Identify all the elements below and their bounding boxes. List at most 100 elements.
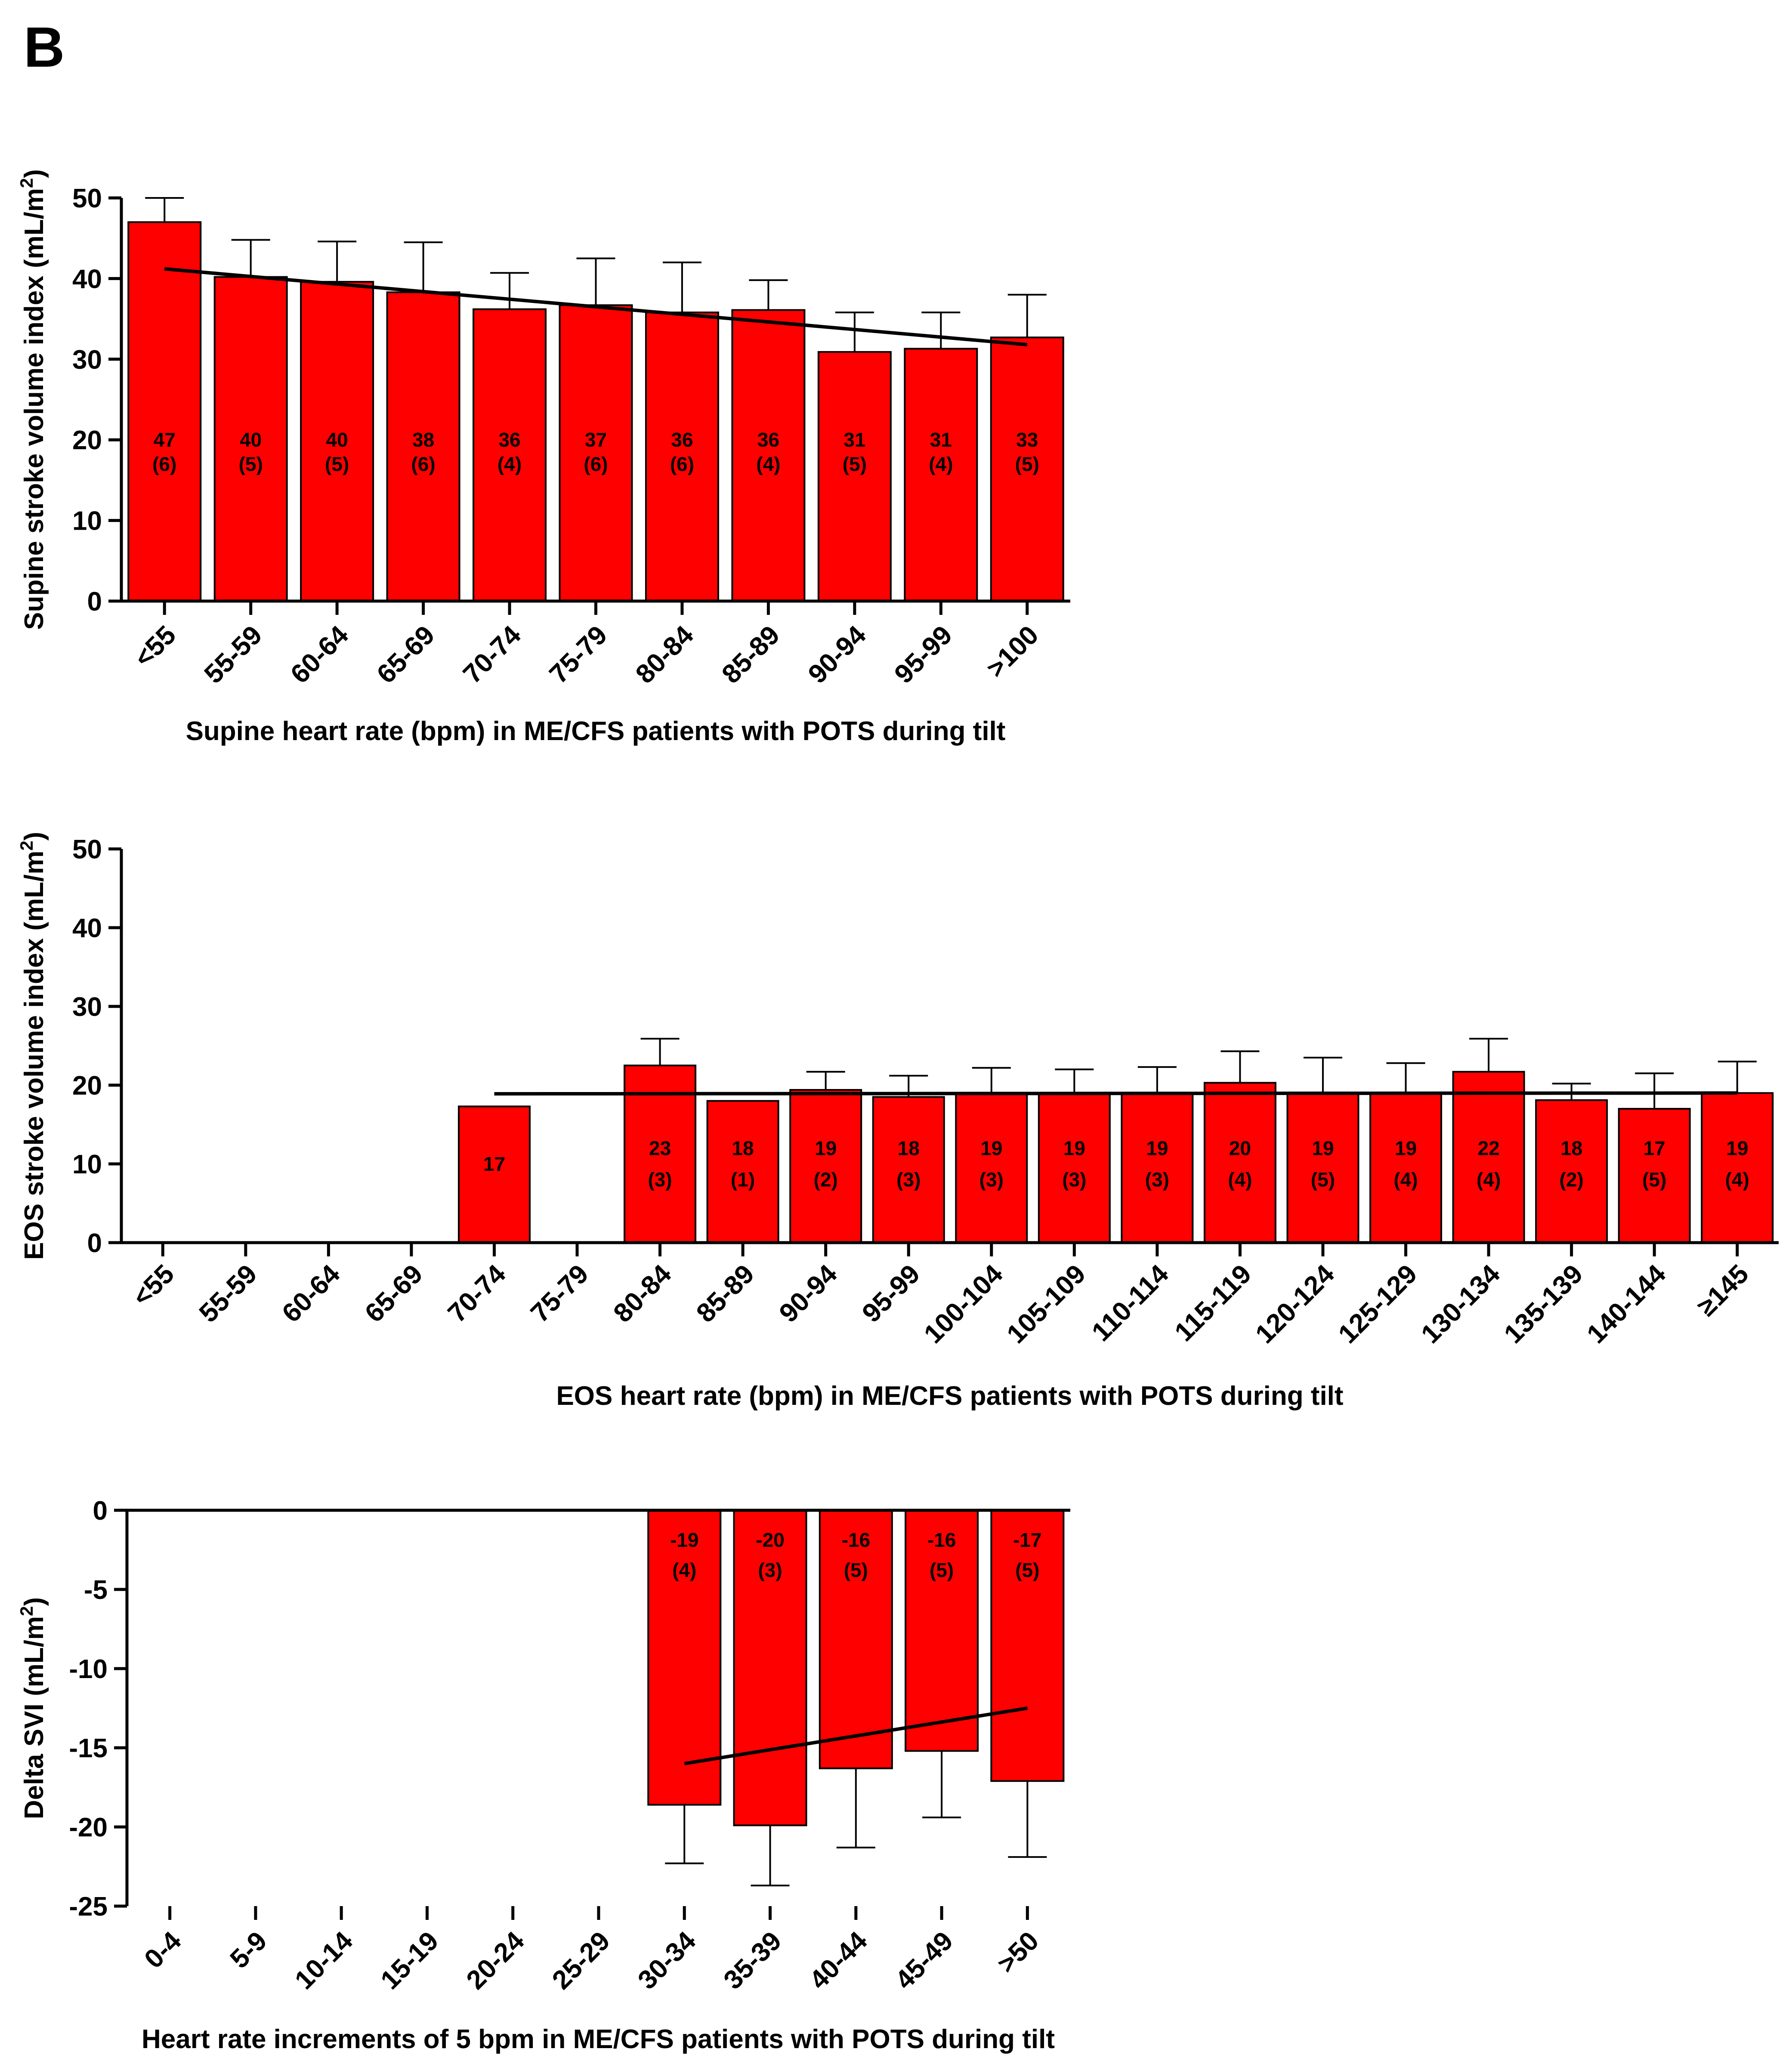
bar-n-label: (2) (1560, 1169, 1584, 1191)
y-tick-label: 0 (87, 1228, 102, 1258)
bar (1038, 1092, 1111, 1244)
x-tick-label: 75-79 (544, 620, 613, 689)
y-tick-label: 20 (72, 1071, 102, 1101)
x-tick-label: 45-49 (890, 1926, 959, 1995)
x-tick-label: 130-134 (1415, 1259, 1506, 1349)
x-tick-label: 5-9 (225, 1926, 273, 1974)
x-tick-label: 55-59 (194, 1259, 263, 1328)
bar (1535, 1099, 1608, 1244)
y-tick-label: -10 (69, 1654, 108, 1684)
bar-n-label: (4) (672, 1559, 696, 1581)
x-tick-label: 20-24 (461, 1926, 530, 1995)
trend-line (164, 267, 1028, 347)
x-tick-label: 65-69 (371, 620, 441, 689)
bar-value-label: 38 (412, 429, 434, 451)
x-tick-label: 10-14 (289, 1926, 358, 1995)
bar-n-label: (4) (497, 453, 522, 475)
x-tick-label: 120-124 (1250, 1259, 1340, 1349)
bar-value-label: -17 (1013, 1529, 1041, 1551)
bar-n-label: (5) (1015, 1559, 1039, 1581)
bar (789, 1089, 862, 1243)
bar-value-label: 17 (483, 1153, 505, 1175)
x-tick-label: 100-104 (918, 1259, 1009, 1349)
bar-value-label: -19 (670, 1529, 698, 1551)
bar-value-label: 23 (649, 1137, 671, 1159)
bar (905, 1509, 979, 1752)
bar-n-label: (5) (1311, 1169, 1335, 1191)
bar-value-label: 33 (1016, 429, 1038, 451)
y-tick-label: -5 (84, 1575, 108, 1605)
bar (990, 336, 1064, 602)
x-tick-label: <55 (129, 620, 182, 673)
bar-n-label: (5) (239, 453, 263, 475)
bar-n-label: (3) (979, 1169, 1004, 1191)
bar (386, 291, 460, 602)
bar-value-label: 36 (757, 429, 779, 451)
bar-value-label: 19 (1395, 1137, 1417, 1159)
bar (733, 1509, 807, 1827)
bar (127, 221, 202, 602)
bar-value-label: 19 (1312, 1137, 1334, 1159)
bar-value-label: 22 (1477, 1137, 1499, 1159)
panel-letter: B (24, 15, 65, 79)
bar-n-label: (5) (1642, 1169, 1666, 1191)
x-tick-label: 75-79 (525, 1259, 594, 1328)
x-tick-label: 110-114 (1086, 1259, 1174, 1347)
x-tick-label: 60-64 (276, 1259, 346, 1328)
x-tick-label: 95-99 (856, 1259, 926, 1328)
y-tick-label: 30 (72, 992, 102, 1022)
x-tick-label: 70-74 (442, 1259, 511, 1328)
x-tick-label: 30-34 (632, 1926, 701, 1995)
bar-n-label: (4) (1393, 1169, 1418, 1191)
bar-value-label: -20 (756, 1529, 784, 1551)
bar (706, 1100, 779, 1244)
bar (1121, 1092, 1194, 1244)
x-tick-label: 80-84 (630, 620, 699, 689)
bar-value-label: 36 (671, 429, 693, 451)
bar (1286, 1092, 1359, 1244)
x-tick-label: 90-94 (774, 1259, 843, 1328)
bar-n-label: (6) (152, 453, 176, 475)
y-tick-label: 0 (87, 587, 102, 617)
x-tick-label: 140-144 (1581, 1259, 1672, 1349)
bar-value-label: 19 (980, 1137, 1002, 1159)
bar-value-label: 19 (815, 1137, 837, 1159)
bar-n-label: (4) (756, 453, 780, 475)
trend-line (684, 1706, 1028, 1765)
x-tick-label: >50 (992, 1926, 1044, 1979)
bar-n-label: (5) (930, 1559, 954, 1581)
x-tick-label: 0-4 (139, 1926, 187, 1975)
bar-value-label: 40 (326, 429, 348, 451)
bar-n-label: (4) (1228, 1169, 1252, 1191)
bar-n-label: (3) (758, 1559, 782, 1581)
y-axis-label: Supine stroke volume index (mL/m2) (16, 169, 49, 630)
bar (1452, 1071, 1525, 1243)
bar (904, 348, 978, 602)
y-tick-label: 10 (72, 1150, 102, 1179)
bar (1369, 1092, 1443, 1244)
x-tick-label: ≥145 (1692, 1259, 1755, 1322)
x-tick-label: 85-89 (716, 620, 785, 689)
bar-value-label: 37 (585, 429, 607, 451)
bar-n-label: (3) (1145, 1169, 1169, 1191)
bar (1701, 1092, 1774, 1244)
bar-n-label: (4) (929, 453, 953, 475)
bar-n-label: (6) (411, 453, 435, 475)
bar-value-label: 18 (1560, 1137, 1582, 1159)
bar (1618, 1108, 1691, 1243)
y-tick-label: -20 (69, 1813, 108, 1842)
bar-n-label: (6) (670, 453, 694, 475)
x-tick-label: 40-44 (804, 1926, 873, 1995)
bar-value-label: 40 (240, 429, 262, 451)
bar (457, 1105, 531, 1243)
bar (559, 304, 633, 602)
bar-n-label: (5) (325, 453, 349, 475)
bar-value-label: 36 (498, 429, 520, 451)
x-tick-label: >100 (981, 620, 1044, 684)
bar (955, 1092, 1028, 1244)
bar (731, 309, 806, 602)
y-tick-label: 40 (72, 264, 102, 294)
bar-value-label: 18 (732, 1137, 754, 1159)
bar (1203, 1082, 1276, 1243)
bar-n-label: (1) (731, 1169, 755, 1191)
